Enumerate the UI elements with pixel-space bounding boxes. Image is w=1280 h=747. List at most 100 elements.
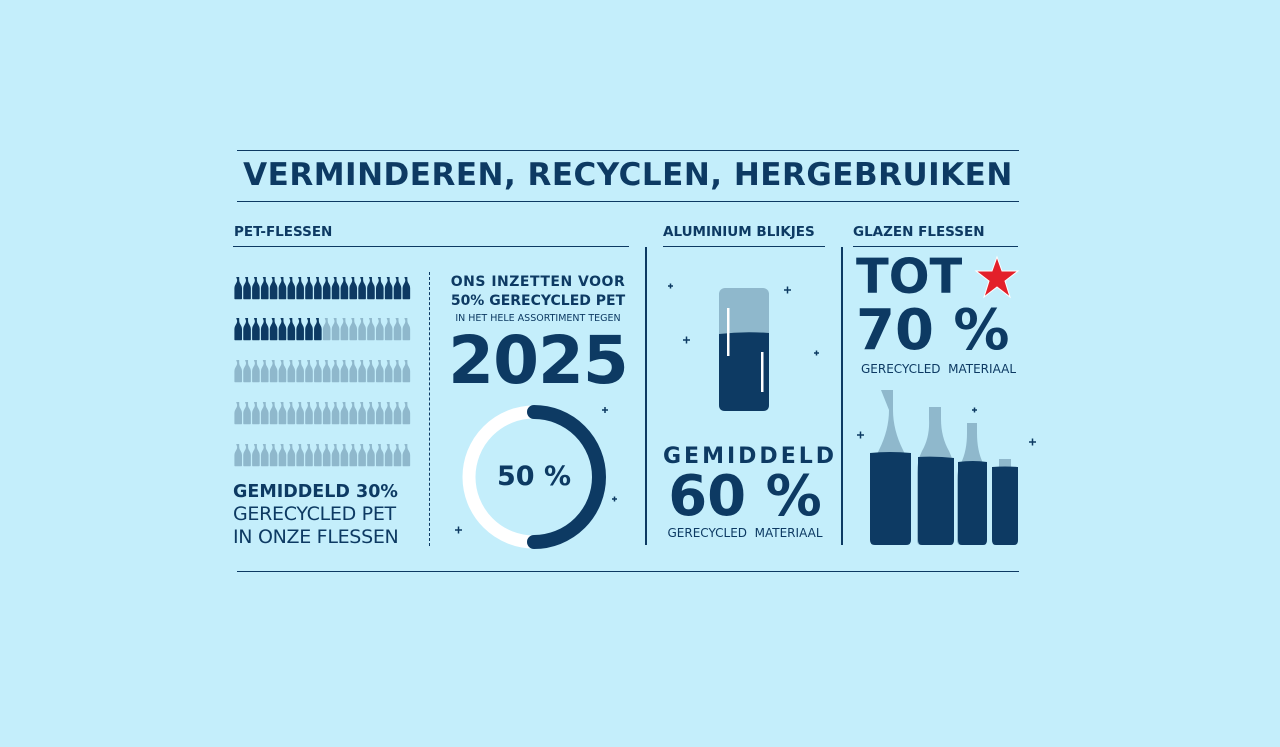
- divider-aluminium-glass: [841, 247, 843, 545]
- sparkle-icon: [612, 496, 617, 502]
- recycled-bottle-icon: [234, 277, 242, 300]
- bottle-icon: [402, 402, 411, 425]
- page-title: VERMINDEREN, RECYCLEN, HERGEBRUIKEN: [243, 157, 1013, 193]
- bottle-icon: [349, 444, 358, 467]
- bottle-icon: [340, 402, 349, 425]
- recycled-bottle-icon: [260, 318, 269, 341]
- pet-goal-line2: 50% GERECYCLED PET: [450, 293, 626, 309]
- bottle-icon: [384, 318, 393, 341]
- bottle-icon: [367, 402, 375, 425]
- pet-goal-line1: ONS INZETTEN VOOR: [450, 274, 626, 290]
- recycled-bottle-icon: [243, 277, 251, 300]
- bottle-icon: [358, 444, 366, 467]
- bottle-icon: [278, 360, 287, 383]
- bottle-icon: [234, 444, 242, 467]
- recycled-bottle-icon: [305, 277, 313, 300]
- aluminium-heading: ALUMINIUM BLIKJES: [663, 224, 815, 240]
- bottle-icon: [243, 360, 251, 383]
- bottle-icon: [402, 444, 411, 467]
- recycled-bottle-icon: [331, 277, 340, 300]
- bottle-icon: [243, 402, 251, 425]
- sparkle-icon: [857, 431, 864, 439]
- sparkle-icon: [784, 286, 791, 294]
- pet-average-line3: IN ONZE FLESSEN: [233, 526, 399, 548]
- recycled-bottle-icon: [322, 277, 331, 300]
- donut-progress-arc: [527, 405, 606, 549]
- bottle-icon: [252, 360, 260, 383]
- bottle-icon: [340, 318, 349, 341]
- bottle-icon: [376, 402, 384, 425]
- bottle-icon: [278, 444, 287, 467]
- recycled-bottle-icon: [314, 277, 322, 300]
- red-star-icon: [974, 255, 1020, 299]
- recycled-bottle-icon: [305, 318, 313, 341]
- pet-bottle-grid: [234, 277, 411, 467]
- bottom-rule: [237, 571, 1019, 572]
- bottle-icon: [260, 444, 269, 467]
- bottle-icon: [234, 402, 242, 425]
- pet-average-line2: GERECYCLED PET: [233, 503, 396, 525]
- recycled-bottle-icon: [402, 277, 411, 300]
- recycled-bottle-icon: [296, 318, 304, 341]
- aluminium-can-icon: [719, 288, 769, 411]
- recycled-bottle-icon: [278, 318, 287, 341]
- bottle-icon: [376, 318, 384, 341]
- glass-bottles-icon: [870, 390, 1018, 545]
- bottle-icon: [393, 402, 402, 425]
- recycled-bottle-icon: [376, 277, 384, 300]
- bottle-icon: [305, 360, 313, 383]
- bottle-icon: [331, 402, 340, 425]
- pet-heading-rule: [233, 246, 629, 247]
- recycled-bottle-icon: [287, 277, 296, 300]
- bottle-icon: [287, 360, 296, 383]
- recycled-bottle-icon: [252, 277, 260, 300]
- bottle-icon: [269, 402, 278, 425]
- aluminium-average-label: GEMIDDELD: [663, 444, 837, 469]
- recycled-bottle-icon: [243, 318, 251, 341]
- bottle-icon: [376, 444, 384, 467]
- bottle-icon: [296, 360, 304, 383]
- bottle-icon: [358, 318, 366, 341]
- bottle-icon: [340, 444, 349, 467]
- bottle-icon: [252, 444, 260, 467]
- recycled-bottle-icon: [314, 318, 322, 341]
- glass-tot-label: TOT: [856, 249, 963, 305]
- bottle-icon: [376, 360, 384, 383]
- sparkle-icon: [972, 407, 977, 413]
- bottle-icon: [349, 402, 358, 425]
- recycled-bottle-icon: [358, 277, 366, 300]
- bottle-icon: [393, 318, 402, 341]
- bottle-icon: [278, 402, 287, 425]
- bottle-icon: [252, 402, 260, 425]
- pet-dashed-divider: [429, 272, 430, 546]
- bottle-icon: [349, 360, 358, 383]
- pet-goal-line3: IN HET HELE ASSORTIMENT TEGEN: [455, 313, 621, 324]
- bottle-icon: [269, 360, 278, 383]
- bottle-icon: [331, 360, 340, 383]
- recycled-bottle-icon: [384, 277, 393, 300]
- title-top-rule: [237, 150, 1019, 151]
- bottle-icon: [314, 360, 322, 383]
- aluminium-value: 60 %: [668, 464, 822, 529]
- bottle-icon: [322, 318, 331, 341]
- bottle-icon: [243, 444, 251, 467]
- recycled-bottle-icon: [349, 277, 358, 300]
- recycled-bottle-icon: [269, 318, 278, 341]
- bottle-icon: [269, 444, 278, 467]
- bottle-icon: [367, 444, 375, 467]
- bottle-icon: [402, 318, 411, 341]
- recycled-bottle-icon: [393, 277, 402, 300]
- recycled-bottle-icon: [269, 277, 278, 300]
- sparkle-icon: [814, 350, 819, 356]
- bottle-icon: [393, 360, 402, 383]
- bottle-icon: [384, 444, 393, 467]
- bottle-icon: [260, 402, 269, 425]
- aluminium-heading-rule: [663, 246, 825, 247]
- bottle-icon: [314, 444, 322, 467]
- glass-heading: GLAZEN FLESSEN: [853, 224, 985, 240]
- bottle-icon: [314, 402, 322, 425]
- sparkle-icon: [602, 407, 608, 413]
- bottle-icon: [384, 402, 393, 425]
- bottle-icon: [358, 360, 366, 383]
